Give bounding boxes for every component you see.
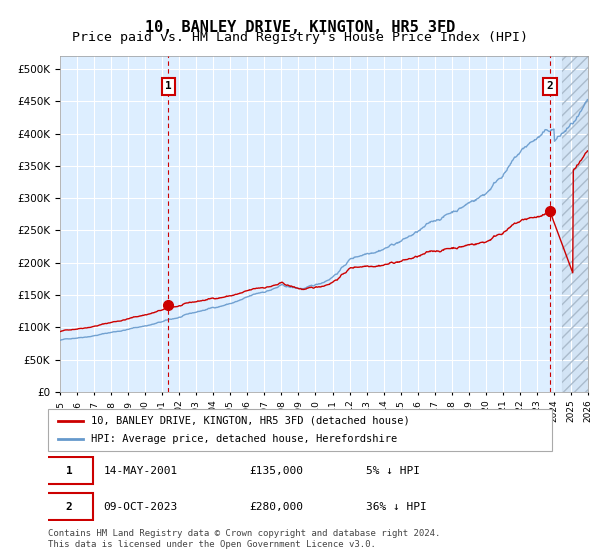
Text: Contains HM Land Registry data © Crown copyright and database right 2024.
This d: Contains HM Land Registry data © Crown c… (48, 529, 440, 549)
Text: 09-OCT-2023: 09-OCT-2023 (103, 502, 178, 512)
Text: 5% ↓ HPI: 5% ↓ HPI (365, 465, 419, 475)
Text: £135,000: £135,000 (250, 465, 304, 475)
Text: 2: 2 (66, 502, 73, 512)
Text: 36% ↓ HPI: 36% ↓ HPI (365, 502, 426, 512)
FancyBboxPatch shape (46, 457, 94, 484)
Text: 10, BANLEY DRIVE, KINGTON, HR5 3FD (detached house): 10, BANLEY DRIVE, KINGTON, HR5 3FD (deta… (91, 416, 410, 426)
Text: 1: 1 (165, 81, 172, 91)
Text: 14-MAY-2001: 14-MAY-2001 (103, 465, 178, 475)
Text: Price paid vs. HM Land Registry's House Price Index (HPI): Price paid vs. HM Land Registry's House … (72, 31, 528, 44)
Text: 10, BANLEY DRIVE, KINGTON, HR5 3FD: 10, BANLEY DRIVE, KINGTON, HR5 3FD (145, 20, 455, 35)
Text: 1: 1 (66, 465, 73, 475)
FancyBboxPatch shape (46, 493, 94, 520)
Text: 2: 2 (547, 81, 553, 91)
Text: HPI: Average price, detached house, Herefordshire: HPI: Average price, detached house, Here… (91, 434, 397, 444)
Text: £280,000: £280,000 (250, 502, 304, 512)
